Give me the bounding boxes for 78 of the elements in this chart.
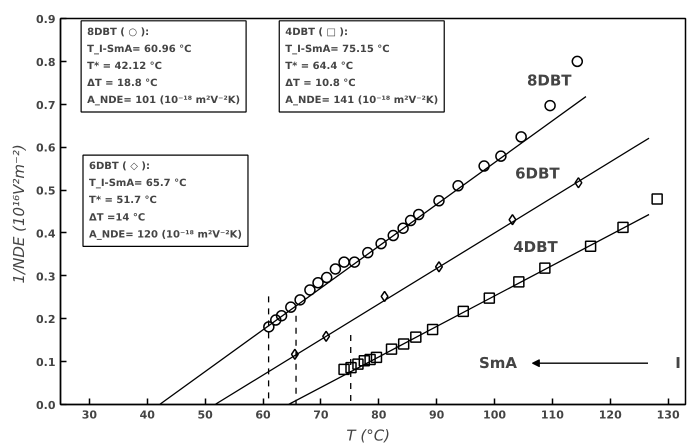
point <box>338 256 350 268</box>
point <box>434 261 444 273</box>
point <box>358 355 370 367</box>
point <box>484 292 496 304</box>
x-tick-label: 90 <box>429 408 445 422</box>
point <box>348 256 360 268</box>
annotation: I <box>675 354 681 372</box>
point <box>370 352 382 364</box>
annotation: 8DBT ( ○ ): T_I-SmA= 60.96 °C T* = 42.12 °C ΔT = 18.8 °C A_NDE= 101 (10⁻¹⁸ m²V⁻²K) <box>87 26 240 106</box>
point <box>386 343 398 355</box>
y-tick-label: 0.9 <box>36 13 56 26</box>
annotation: 6DBT ( ◇ ): T_I-SmA= 65.7 °C T* = 51.7 °C ΔT =14 °C A_NDE= 120 (10⁻¹⁸ m²V⁻²K) <box>89 161 242 240</box>
point <box>404 214 416 226</box>
x-axis-title: T (°C) <box>346 426 390 444</box>
y-tick-label: 0.2 <box>36 313 56 326</box>
point <box>397 222 409 234</box>
point <box>572 56 584 68</box>
point <box>338 364 350 376</box>
point <box>388 230 400 242</box>
point <box>380 290 389 302</box>
y-tick-label: 0.5 <box>36 184 56 198</box>
point <box>617 222 629 234</box>
point <box>458 306 470 318</box>
point <box>433 195 445 207</box>
series-label: 8DBT <box>526 71 572 90</box>
point <box>452 180 464 192</box>
point <box>495 150 507 162</box>
point <box>312 276 324 288</box>
x-tick-label: 40 <box>140 408 156 422</box>
point <box>426 324 438 336</box>
annotation: SmA <box>478 354 518 372</box>
point <box>290 348 299 360</box>
series-label: 6DBT <box>515 164 560 183</box>
x-tick-label: 80 <box>371 408 387 422</box>
x-tick-label: 60 <box>255 408 272 422</box>
point <box>352 358 364 370</box>
x-tick-label: 30 <box>82 408 98 422</box>
point <box>320 272 332 284</box>
point <box>412 208 424 220</box>
point <box>574 177 583 189</box>
point <box>276 310 288 322</box>
y-tick-label: 0.8 <box>36 56 56 69</box>
point <box>478 160 490 172</box>
point <box>584 240 596 252</box>
point <box>285 301 297 313</box>
x-tick-label: 100 <box>483 408 506 422</box>
point <box>375 238 387 250</box>
point <box>330 263 342 275</box>
y-tick-label: 0.3 <box>36 270 56 284</box>
point <box>398 338 410 350</box>
point <box>513 276 525 288</box>
point <box>544 100 556 112</box>
point <box>364 354 376 366</box>
x-tick-label: 130 <box>656 408 680 422</box>
point <box>322 330 330 342</box>
y-axis-title: 1/NDE (10¹⁶V²m⁻²) <box>10 144 28 284</box>
y-tick-label: 0.6 <box>36 142 56 155</box>
y-tick-label: 0.1 <box>36 356 56 370</box>
annotation: 4DBT ( □ ): T_I-SmA= 75.15 °C T* = 64.4 °C ΔT = 10.8 °C A_NDE= 141 (10⁻¹⁸ m²V⁻²K) <box>285 26 438 106</box>
y-tick-label: 0.0 <box>36 399 56 412</box>
point <box>539 262 551 274</box>
point <box>304 284 316 296</box>
point <box>410 331 422 343</box>
point <box>263 321 275 333</box>
point <box>508 214 517 226</box>
series-label: 4DBT <box>513 238 559 256</box>
point <box>362 246 374 258</box>
y-tick-label: 0.4 <box>36 227 56 240</box>
point <box>651 193 663 205</box>
x-tick-label: 70 <box>313 408 329 422</box>
x-tick-label: 120 <box>598 408 622 422</box>
x-tick-label: 110 <box>540 408 564 422</box>
point <box>270 314 282 326</box>
point <box>294 294 306 306</box>
x-tick-label: 50 <box>198 408 214 422</box>
point <box>515 131 527 143</box>
point <box>345 362 357 374</box>
y-tick-label: 0.7 <box>36 98 56 112</box>
